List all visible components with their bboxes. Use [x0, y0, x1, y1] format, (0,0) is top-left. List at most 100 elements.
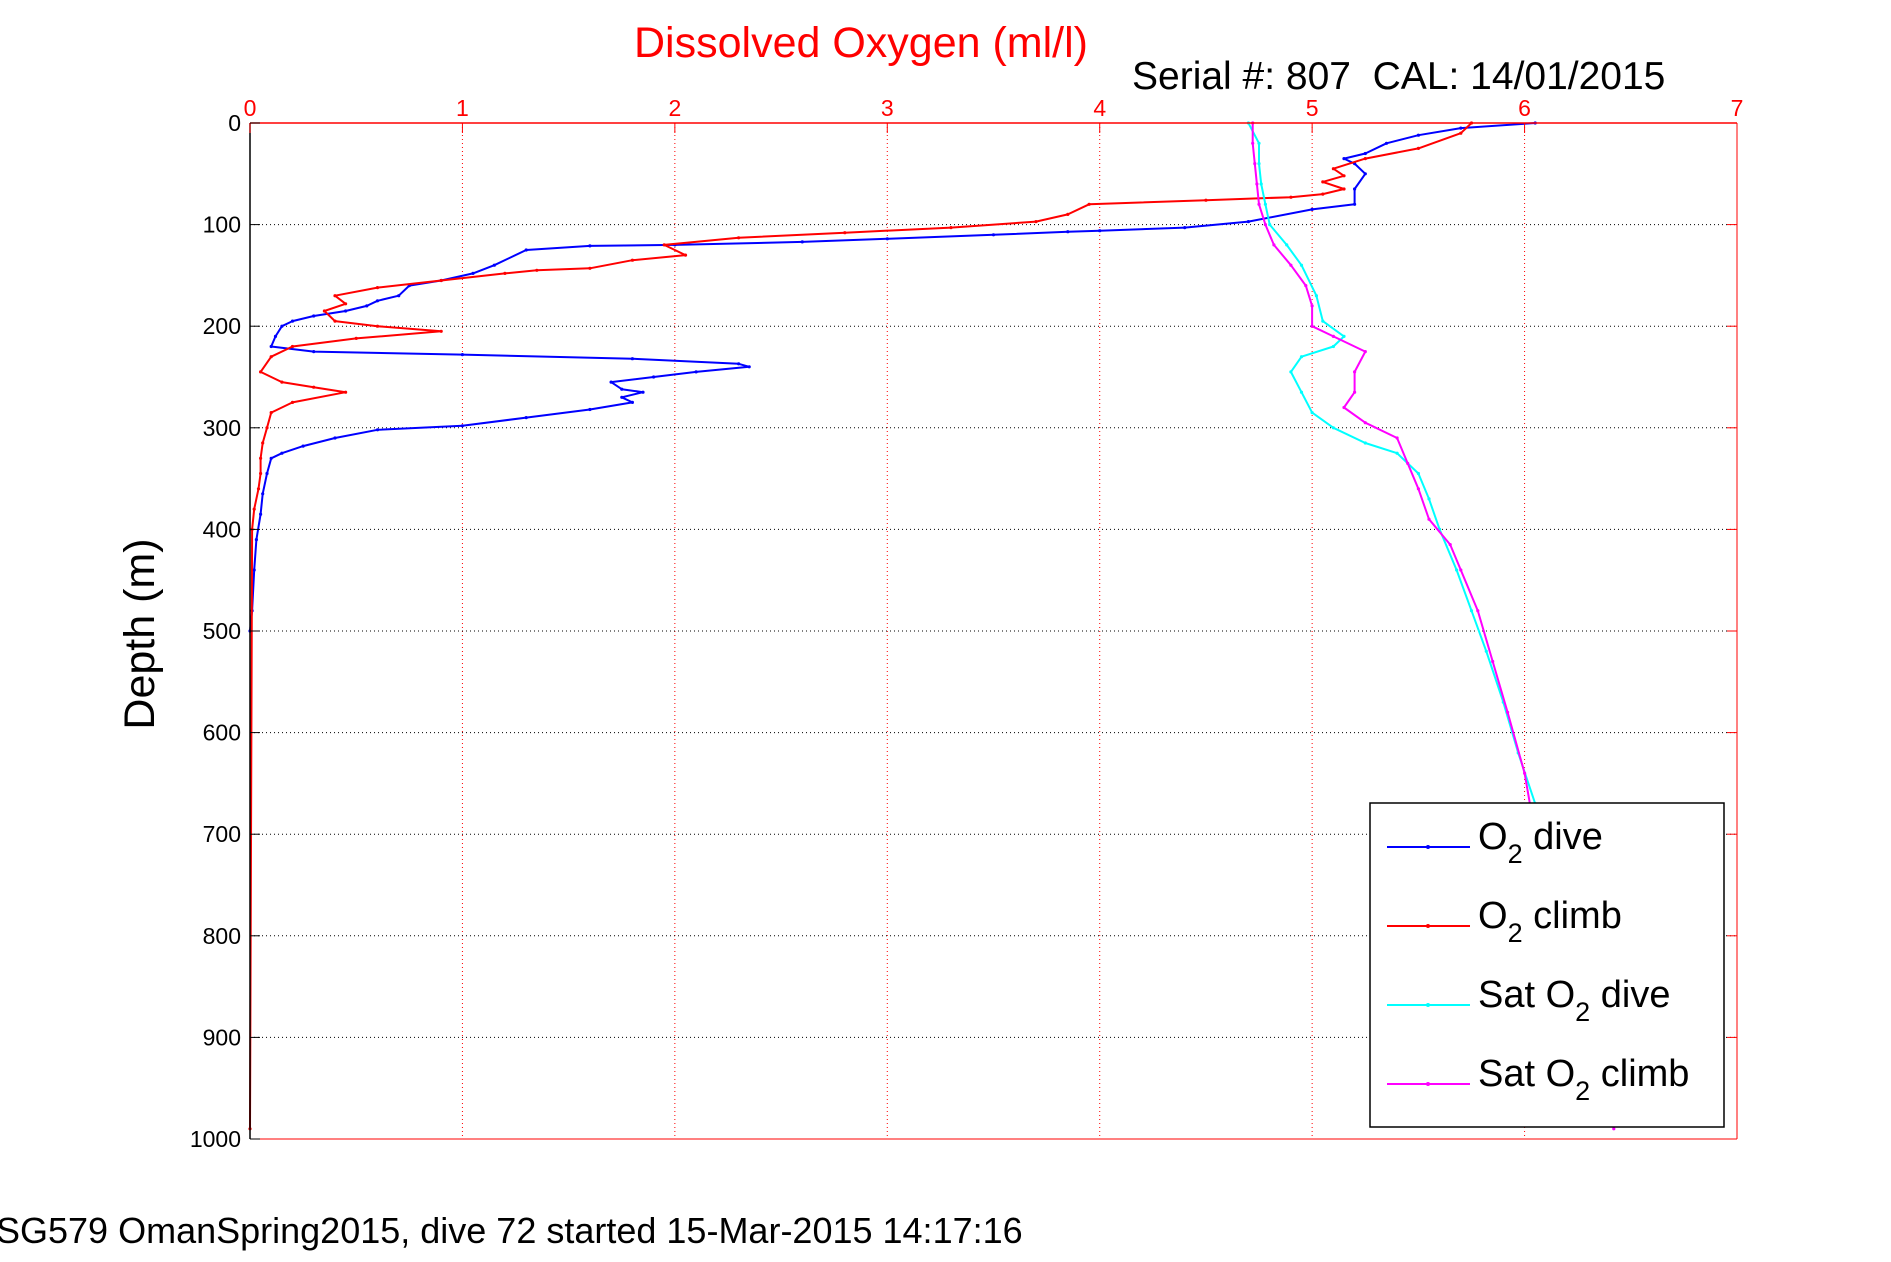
data-point: [492, 263, 496, 267]
data-point: [1310, 324, 1314, 328]
data-point: [630, 357, 635, 361]
data-point: [1255, 182, 1259, 186]
data-point: [1342, 157, 1346, 161]
data-point: [252, 568, 256, 572]
data-point: [1395, 436, 1399, 440]
data-point: [1353, 370, 1357, 374]
data-point: [524, 416, 528, 420]
data-point: [375, 299, 380, 303]
data-point: [1310, 207, 1314, 211]
data-point: [354, 336, 358, 340]
series-line-2: [249, 122, 1473, 1129]
y-tick-label: 0: [228, 110, 241, 136]
x-tick-label: 0: [244, 95, 257, 121]
data-point: [662, 243, 666, 247]
data-point: [1416, 487, 1420, 491]
data-point: [1427, 517, 1431, 521]
data-point: [322, 309, 326, 313]
data-point: [259, 512, 263, 516]
data-point: [683, 253, 688, 257]
data-point: [269, 344, 273, 349]
data-point: [1406, 461, 1410, 465]
data-point: [333, 319, 337, 323]
data-point: [265, 426, 269, 430]
y-tick-label: 500: [203, 618, 241, 644]
footer-text: SG579 OmanSpring2015, dive 72 started 15…: [0, 1210, 1023, 1251]
data-point: [747, 365, 751, 369]
data-point: [460, 353, 464, 357]
data-point: [652, 375, 656, 379]
data-point: [1304, 284, 1308, 288]
data-point: [1353, 202, 1357, 206]
data-point: [439, 278, 443, 283]
data-point: [375, 286, 380, 290]
x-tick-label: 5: [1306, 95, 1319, 121]
data-point: [1310, 411, 1314, 415]
legend-marker: [1426, 1082, 1430, 1086]
data-point: [312, 314, 316, 318]
data-point: [1331, 167, 1335, 171]
data-point: [261, 492, 265, 496]
legend-box: [1369, 802, 1725, 1128]
legend-marker: [1426, 1003, 1430, 1007]
data-point: [1395, 451, 1399, 455]
data-point: [630, 258, 635, 262]
axes-layer: 0 1 2 3 4 5 6 7 0 100 200 300 400 500 600 700 800 900 1000: [190, 95, 1744, 1152]
data-point: [460, 424, 464, 428]
data-point: [1523, 771, 1527, 775]
data-point: [439, 329, 443, 333]
data-point: [641, 390, 645, 394]
y-tick-label: 300: [203, 415, 241, 441]
data-point: [1342, 187, 1346, 191]
data-point: [1066, 230, 1070, 234]
legend: O2 dive O2 climb Sat O2 dive Sat O2 climb: [1369, 802, 1725, 1128]
data-point: [1066, 212, 1070, 216]
data-point: [1299, 355, 1304, 359]
data-point: [301, 444, 305, 448]
data-point: [1321, 192, 1325, 196]
y-tick-label: 100: [203, 212, 241, 238]
data-point: [1427, 497, 1431, 501]
data-point: [737, 362, 741, 366]
data-point: [843, 231, 847, 235]
data-point: [1204, 198, 1208, 202]
data-point: [694, 370, 698, 374]
data-point: [256, 487, 261, 491]
data-point: [259, 370, 263, 374]
data-point: [375, 324, 380, 328]
data-point: [1257, 162, 1261, 166]
data-point: [1310, 304, 1314, 308]
data-point: [1448, 543, 1452, 547]
data-point: [1342, 174, 1346, 178]
data-point: [1034, 220, 1038, 224]
data-point: [1455, 568, 1459, 572]
data-point: [1459, 126, 1463, 130]
data-point: [1314, 294, 1318, 298]
y-tick-label: 400: [203, 516, 241, 542]
data-point: [333, 294, 337, 298]
data-point: [1331, 344, 1335, 349]
data-point: [1363, 350, 1367, 354]
data-point: [1506, 710, 1510, 714]
y-tick-label: 200: [203, 313, 241, 339]
data-point: [290, 319, 295, 323]
data-point: [1353, 390, 1357, 394]
data-point: [1253, 162, 1257, 166]
data-point: [1268, 223, 1272, 227]
data-point: [1363, 157, 1367, 161]
data-point: [1289, 263, 1293, 267]
data-point: [259, 456, 263, 460]
data-point: [1363, 151, 1367, 156]
data-point: [261, 441, 265, 445]
x-tick-label: 6: [1518, 95, 1531, 121]
legend-label: O2 dive: [1478, 816, 1603, 869]
data-point: [1246, 220, 1250, 224]
data-point: [737, 236, 741, 240]
data-point: [265, 471, 269, 476]
data-point: [344, 309, 348, 313]
data-point: [1321, 319, 1325, 323]
series-line-3: [1247, 122, 1543, 825]
data-point: [630, 400, 635, 404]
y-tick-label: 900: [203, 1024, 241, 1050]
data-point: [535, 268, 539, 272]
